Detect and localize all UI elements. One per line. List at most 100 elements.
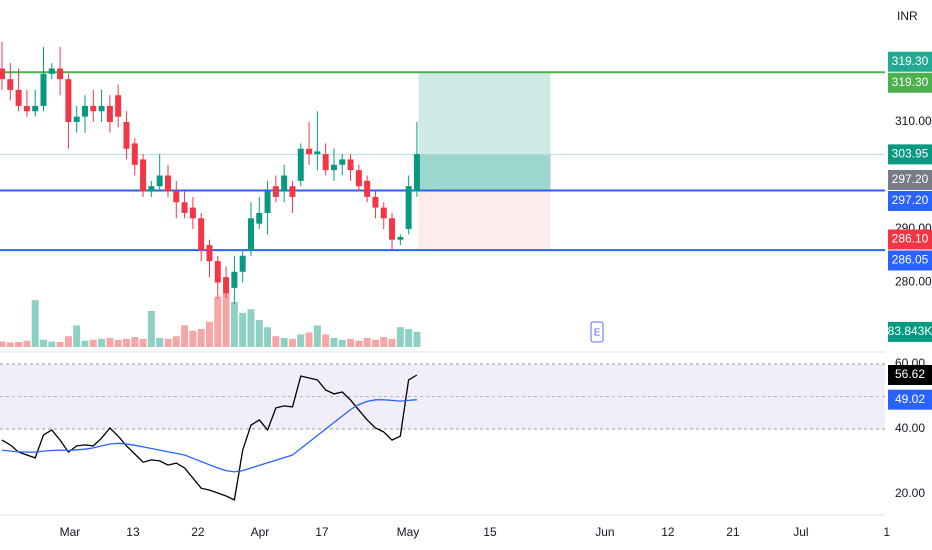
price-label-box — [888, 72, 932, 93]
volume-bar — [222, 293, 230, 347]
candle-body — [131, 143, 138, 165]
volume-bar — [81, 340, 89, 347]
candle-body — [140, 159, 147, 192]
volume-bar — [89, 339, 97, 347]
volume-bar — [239, 312, 247, 347]
candle-body — [115, 95, 122, 117]
volume-bar — [264, 327, 272, 347]
candle-body — [32, 105, 39, 112]
rsi-value-label-box — [888, 389, 932, 410]
candle-body — [15, 89, 22, 106]
volume-bar — [0, 341, 6, 347]
volume-bar — [371, 339, 379, 347]
volume-bar — [330, 338, 338, 347]
price-label-box — [888, 250, 932, 271]
x-tick-label: Jul — [793, 525, 808, 539]
candle-body — [173, 191, 180, 203]
candle-body — [189, 207, 196, 219]
volume-bar — [15, 341, 23, 347]
candle-body — [7, 79, 14, 90]
candle-body — [413, 154, 420, 192]
rsi-band — [0, 364, 885, 430]
volume-bar — [347, 338, 355, 347]
volume-bar — [48, 341, 56, 347]
candle-body — [389, 218, 396, 240]
volume-bar — [288, 338, 296, 347]
x-tick-label: 13 — [126, 525, 140, 539]
candle-body — [364, 180, 371, 197]
candle-body — [397, 237, 404, 240]
volume-bar — [247, 309, 255, 347]
candle-body — [181, 202, 188, 213]
price-label-box — [888, 169, 932, 190]
price-label-text: 319.30 — [892, 75, 929, 89]
candle-body — [198, 218, 205, 251]
price-label-text: 297.20 — [892, 193, 929, 207]
x-tick-label: 21 — [726, 525, 740, 539]
price-label-box — [888, 190, 932, 211]
volume-bar — [147, 311, 155, 347]
y-tick-label: 310.00 — [895, 114, 932, 128]
volume-label-box — [888, 321, 932, 342]
volume-bar — [114, 339, 122, 347]
x-tick-label: Jun — [595, 525, 614, 539]
volume-bar — [64, 336, 72, 347]
price-label-box — [888, 144, 932, 165]
volume-bar — [338, 339, 346, 347]
volume-bar — [313, 325, 321, 347]
candle-body — [48, 68, 55, 74]
volume-bar — [172, 336, 180, 347]
candle-body — [297, 148, 304, 181]
rsi-line — [1, 399, 417, 473]
price-label-text: 286.05 — [892, 253, 929, 267]
candle-body — [23, 105, 30, 112]
candle-body — [314, 151, 321, 155]
candle-body — [330, 164, 337, 171]
position-progress — [418, 154, 551, 191]
candle-body — [247, 218, 254, 251]
candle-body — [40, 73, 47, 106]
position-profit — [418, 72, 551, 191]
candle-body — [206, 245, 213, 262]
candle-body — [223, 277, 230, 294]
candle-body — [239, 255, 246, 272]
volume-bar — [413, 331, 421, 347]
volume-bar — [23, 340, 31, 347]
volume-bar — [181, 325, 189, 347]
price-label-box — [888, 51, 932, 72]
candle-body — [214, 261, 221, 283]
price-label-text: 319.30 — [892, 54, 929, 68]
volume-bar — [355, 340, 363, 347]
x-tick-label: 17 — [315, 525, 329, 539]
candle-body — [339, 159, 346, 165]
volume-bar — [280, 338, 288, 347]
volume-bar — [189, 330, 197, 347]
volume-bar — [214, 296, 222, 347]
candle-body — [73, 116, 80, 122]
price-label-text: 297.20 — [892, 172, 929, 186]
x-tick-label: 1 — [883, 525, 890, 539]
volume-bar — [363, 338, 371, 347]
volume-bar — [73, 325, 81, 347]
candle-body — [81, 105, 88, 117]
event-marker — [590, 321, 604, 343]
volume-bar — [156, 338, 164, 347]
volume-bar — [380, 337, 388, 347]
x-tick-label: Apr — [251, 525, 270, 539]
x-tick-label: May — [397, 525, 420, 539]
rsi-value-label-text: 49.02 — [895, 392, 925, 406]
rsi-value-label-text: 56.62 — [895, 367, 925, 381]
candle-body — [306, 148, 313, 155]
volume-bar — [272, 336, 280, 347]
candle-body — [57, 68, 64, 80]
price-label-text: 286.10 — [892, 232, 929, 246]
candle-body — [380, 207, 387, 219]
volume-bar — [305, 332, 313, 347]
volume-bar — [98, 338, 106, 347]
volume-bar — [56, 341, 64, 347]
volume-bar — [164, 338, 172, 347]
volume-bar — [396, 327, 404, 347]
volume-label-text: 83.843K — [888, 324, 932, 338]
